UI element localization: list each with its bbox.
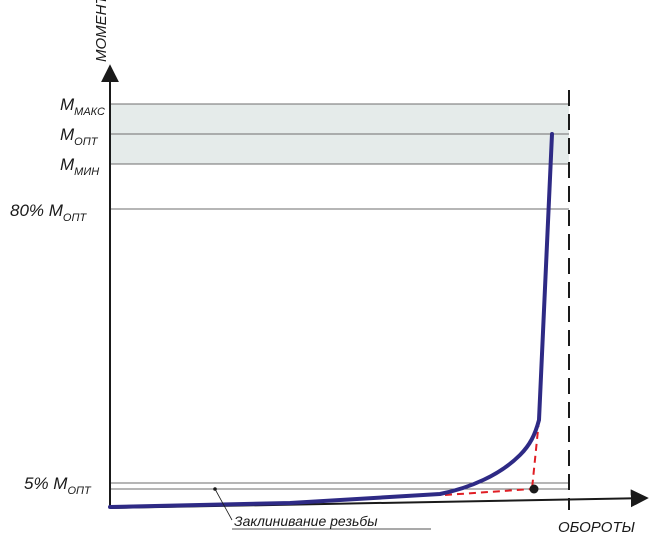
y-axis-title: МОМЕНТ: [93, 0, 110, 62]
annotation-text: Заклинивание резьбы: [234, 513, 378, 529]
x-axis-title: ОБОРОТЫ: [558, 519, 636, 536]
label-m-opt: MОПТ: [60, 125, 99, 148]
annotation-leader-line: [214, 488, 233, 521]
label-m-min: MМИН: [60, 155, 99, 178]
label-5pct-m-opt: 5% MОПТ: [24, 474, 92, 497]
label-80pct-m-opt: 80% MОПТ: [10, 201, 87, 224]
end-point-marker: [529, 484, 539, 494]
construction-dashed-lines: [444, 419, 540, 496]
torque-curve: [108, 132, 554, 509]
label-m-max: MМАКС: [60, 95, 105, 118]
